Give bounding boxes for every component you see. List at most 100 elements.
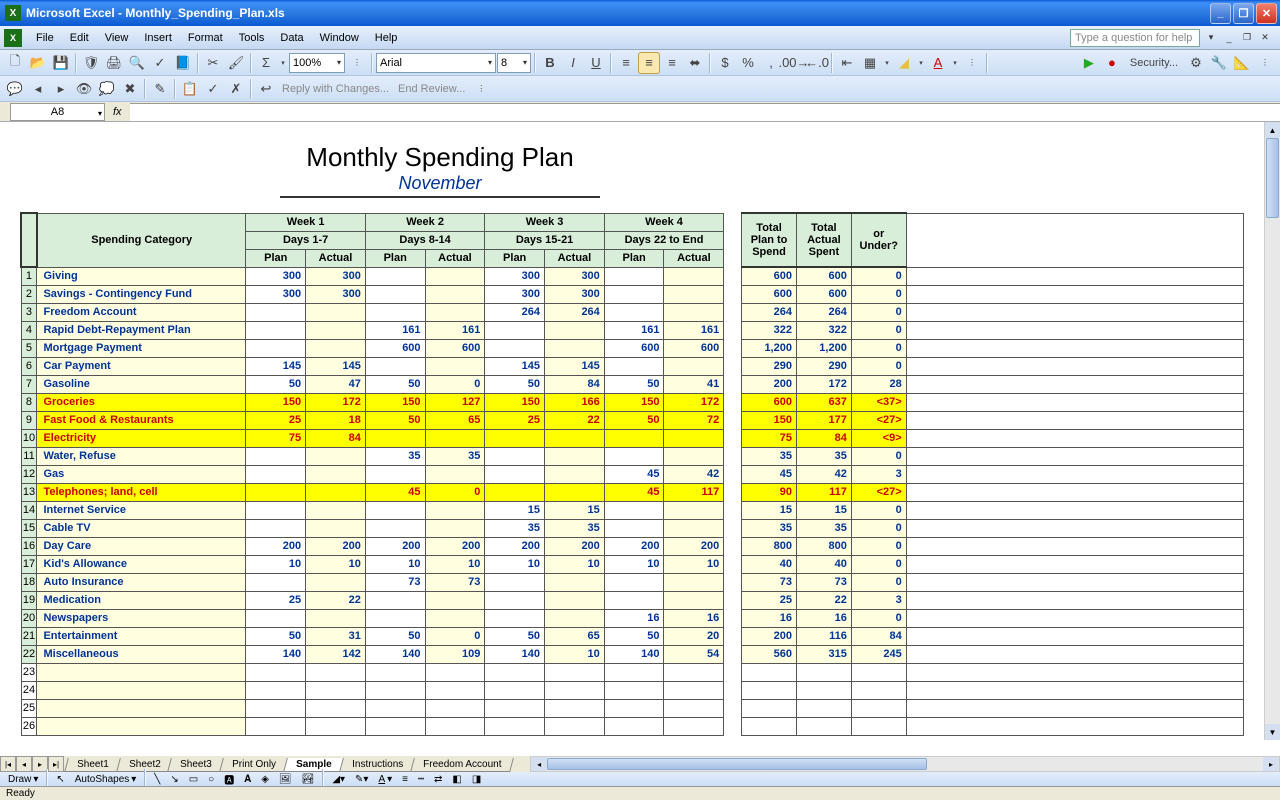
actual-cell[interactable] [425,501,485,519]
actual-cell[interactable]: 600 [425,339,485,357]
italic-button[interactable]: I [562,52,584,74]
actual-cell[interactable] [306,573,366,591]
total-cell[interactable]: 177 [796,411,851,429]
total-cell[interactable]: 28 [851,375,906,393]
total-cell[interactable]: 0 [851,537,906,555]
menu-window[interactable]: Window [312,29,367,47]
plan-cell[interactable]: 200 [246,537,306,555]
diagram-button[interactable]: ◈ [257,774,273,785]
new-comment-button[interactable]: 💬 [4,78,26,100]
actual-cell[interactable] [425,519,485,537]
print-button[interactable]: 🖨 [103,52,125,74]
tab-prev-button[interactable]: ◂ [16,756,32,772]
actual-cell[interactable]: 0 [425,627,485,645]
plan-cell[interactable]: 25 [246,411,306,429]
actual-cell[interactable] [306,609,366,627]
plan-cell[interactable]: 45 [604,465,664,483]
plan-cell[interactable]: 15 [485,501,545,519]
actual-cell[interactable] [545,483,605,501]
plan-cell[interactable] [246,447,306,465]
plan-cell[interactable] [485,447,545,465]
actual-cell[interactable]: 109 [425,645,485,663]
actual-cell[interactable]: 20 [664,627,724,645]
plan-cell[interactable] [604,303,664,321]
actual-cell[interactable]: 54 [664,645,724,663]
actual-cell[interactable] [425,285,485,303]
plan-cell[interactable]: 10 [365,555,425,573]
total-cell[interactable]: 290 [742,357,797,375]
total-cell[interactable]: 600 [796,267,851,285]
sheet-tab-sample[interactable]: Sample [283,758,344,772]
total-cell[interactable]: 15 [742,501,797,519]
plan-cell[interactable]: 50 [246,627,306,645]
actual-cell[interactable]: 16 [664,609,724,627]
total-cell[interactable]: 264 [796,303,851,321]
macro-play-button[interactable]: ▶ [1078,52,1100,74]
track-changes-button[interactable]: 📋 [179,78,201,100]
actual-cell[interactable]: 73 [425,573,485,591]
actual-cell[interactable] [425,267,485,285]
category-cell[interactable]: Mortgage Payment [37,339,246,357]
total-cell[interactable]: 200 [742,627,797,645]
select-objects-button[interactable]: ↖ [52,774,68,785]
plan-cell[interactable] [365,591,425,609]
sheet-tab-sheet1[interactable]: Sheet1 [64,758,121,772]
actual-cell[interactable] [545,591,605,609]
textbox-button[interactable]: 🅰 [220,772,238,787]
picture-button[interactable]: 🏞 [298,774,319,785]
plan-cell[interactable] [604,591,664,609]
actual-cell[interactable]: 117 [664,483,724,501]
borders-button[interactable]: ▦ [859,52,881,74]
plan-cell[interactable]: 50 [604,411,664,429]
worksheet-grid[interactable]: Monthly Spending Plan November Spending … [0,122,1264,740]
formula-input[interactable] [130,103,1280,121]
plan-cell[interactable]: 150 [604,393,664,411]
plan-cell[interactable] [246,609,306,627]
total-cell[interactable]: 600 [742,267,797,285]
category-cell[interactable]: Gasoline [37,375,246,393]
total-cell[interactable]: 35 [796,447,851,465]
cut-button[interactable]: ✂ [202,52,224,74]
actual-cell[interactable]: 300 [545,285,605,303]
actual-cell[interactable] [306,465,366,483]
plan-cell[interactable] [246,339,306,357]
show-all-button[interactable]: 💭 [96,78,118,100]
save-button[interactable]: 💾 [50,52,72,74]
total-cell[interactable]: 322 [796,321,851,339]
plan-cell[interactable]: 50 [604,375,664,393]
category-cell[interactable]: Car Payment [37,357,246,375]
increase-decimal-button[interactable]: .00→ [783,52,805,74]
total-cell[interactable]: 0 [851,519,906,537]
total-cell[interactable]: <27> [851,411,906,429]
total-cell[interactable]: 150 [742,411,797,429]
category-cell[interactable]: Telephones; land, cell [37,483,246,501]
design-button[interactable]: 📐 [1231,52,1253,74]
actual-cell[interactable] [306,483,366,501]
category-cell[interactable]: Medication [37,591,246,609]
menu-format[interactable]: Format [180,29,231,47]
actual-cell[interactable]: 84 [545,375,605,393]
actual-cell[interactable]: 72 [664,411,724,429]
total-cell[interactable]: 16 [742,609,797,627]
actual-cell[interactable]: 22 [306,591,366,609]
actual-cell[interactable] [306,519,366,537]
total-cell[interactable]: 0 [851,303,906,321]
category-cell[interactable]: Auto Insurance [37,573,246,591]
plan-cell[interactable]: 50 [485,627,545,645]
total-cell[interactable]: <27> [851,483,906,501]
actual-cell[interactable]: 161 [664,321,724,339]
category-cell[interactable]: Giving [37,267,246,285]
hscroll-left-button[interactable]: ◂ [531,757,547,771]
menu-file[interactable]: File [28,29,62,47]
actual-cell[interactable] [664,303,724,321]
actual-cell[interactable] [545,339,605,357]
actual-cell[interactable] [425,429,485,447]
menu-help[interactable]: Help [367,29,406,47]
plan-cell[interactable] [246,573,306,591]
spelling-button[interactable]: ✓ [149,52,171,74]
plan-cell[interactable]: 10 [485,555,545,573]
end-review-button[interactable]: End Review... [394,83,469,95]
actual-cell[interactable] [545,429,605,447]
actual-cell[interactable]: 300 [306,267,366,285]
plan-cell[interactable]: 16 [604,609,664,627]
